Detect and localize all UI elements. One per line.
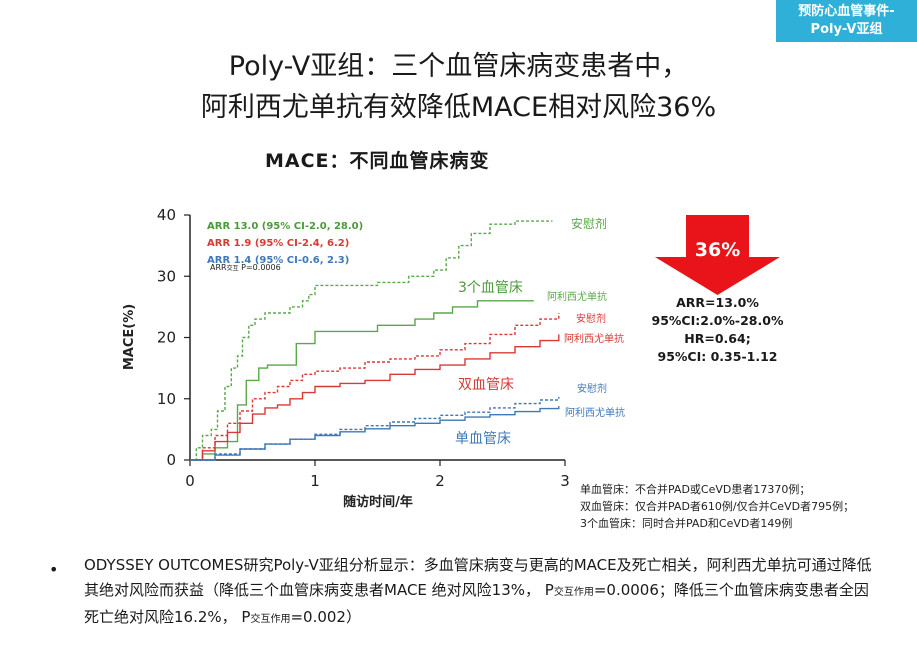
interaction-p: P=0.0006 <box>239 263 281 272</box>
corner-tag-line2: Poly-V亚组 <box>810 22 883 37</box>
arr-annotation: ARR 13.0 (95% CI-2.0, 28.0) <box>207 221 363 232</box>
summary-part2: =0.0006；降低三个血管床病变患者全因死亡绝对风险16.2%， P <box>84 581 869 626</box>
summary-sub2: 交互作用 <box>250 614 291 625</box>
down-arrow-icon <box>655 215 780 295</box>
y-tick-label: 10 <box>157 390 176 408</box>
summary-sub1: 交互作用 <box>553 587 594 598</box>
series-label: 安慰剂 <box>577 382 607 395</box>
footnote-double: 双血管床：仅合并PAD者610例/仅合并CeVD者795例； <box>580 500 855 513</box>
series-line <box>190 406 560 461</box>
corner-tag: 预防心血管事件- Poly-V亚组 <box>776 0 917 42</box>
stats-box: ARR=13.0% 95%CI:2.0%-28.0% HR=0.64; 95%C… <box>640 294 795 366</box>
y-tick-label: 40 <box>157 206 176 224</box>
page-title-line2: 阿利西尤单抗有效降低MACE相对风险36% <box>200 92 717 123</box>
summary-bullet: ODYSSEY OUTCOMES研究Poly-V亚组分析显示：多血管床病变与更高… <box>84 553 874 632</box>
footnote-triple: 3个血管床：同时合并PAD和CeVD者149例 <box>580 517 793 530</box>
y-tick-label: 20 <box>157 329 176 347</box>
stat-arr-ci: 95%CI:2.0%-28.0% <box>651 313 784 328</box>
series-label: 安慰剂 <box>576 312 606 325</box>
stat-arr: ARR=13.0% <box>676 295 759 310</box>
x-tick-label: 0 <box>185 472 195 490</box>
x-axis-label: 随访时间/年 <box>343 494 413 510</box>
group-label: 3个血管床 <box>458 280 523 296</box>
interaction-sub: 交互 <box>227 264 239 272</box>
footnote-single: 单血管床：不合并PAD或CeVD患者17370例； <box>580 483 811 496</box>
summary-part3: =0.002） <box>290 608 361 626</box>
bullet-marker: • <box>49 560 59 579</box>
series-line <box>190 300 534 461</box>
x-tick-label: 2 <box>435 472 445 490</box>
series-label: 阿利西尤单抗 <box>564 332 624 345</box>
corner-tag-line1: 预防心血管事件- <box>798 4 895 19</box>
risk-reduction-label: 36% <box>694 239 741 261</box>
arr-annotation: ARR 1.9 (95% CI-2.4, 6.2) <box>207 238 349 249</box>
summary-part1: ODYSSEY OUTCOMES研究Poly-V亚组分析显示：多血管床病变与更高… <box>84 556 872 599</box>
footnotes: 单血管床：不合并PAD或CeVD患者17370例； 双血管床：仅合并PAD者61… <box>580 481 854 532</box>
chart-title: MACE：不同血管床病变 <box>265 150 490 172</box>
y-tick-label: 0 <box>166 451 176 469</box>
stat-hr: HR=0.64; <box>684 331 751 346</box>
arr-annotation: ARR 1.4 (95% CI-0.6, 2.3) <box>207 255 349 266</box>
series-line <box>190 220 553 461</box>
series-line <box>190 313 560 461</box>
page-title-line1: Poly-V亚组：三个血管床病变患者中， <box>228 51 689 82</box>
series-line <box>190 334 560 461</box>
y-axis-label: MACE(%) <box>122 304 137 370</box>
y-tick-label: 30 <box>157 267 176 285</box>
stat-hr-ci: 95%CI: 0.35-1.12 <box>657 349 778 364</box>
interaction-annotation: ARR交互 P=0.0006 <box>210 263 281 272</box>
series-label: 阿利西尤单抗 <box>565 406 625 419</box>
x-tick-label: 3 <box>560 472 570 490</box>
group-label: 单血管床 <box>455 431 511 447</box>
x-tick-label: 1 <box>310 472 320 490</box>
series-label: 安慰剂 <box>571 216 607 231</box>
group-label: 双血管床 <box>458 377 514 393</box>
series-label: 阿利西尤单抗 <box>547 290 607 303</box>
